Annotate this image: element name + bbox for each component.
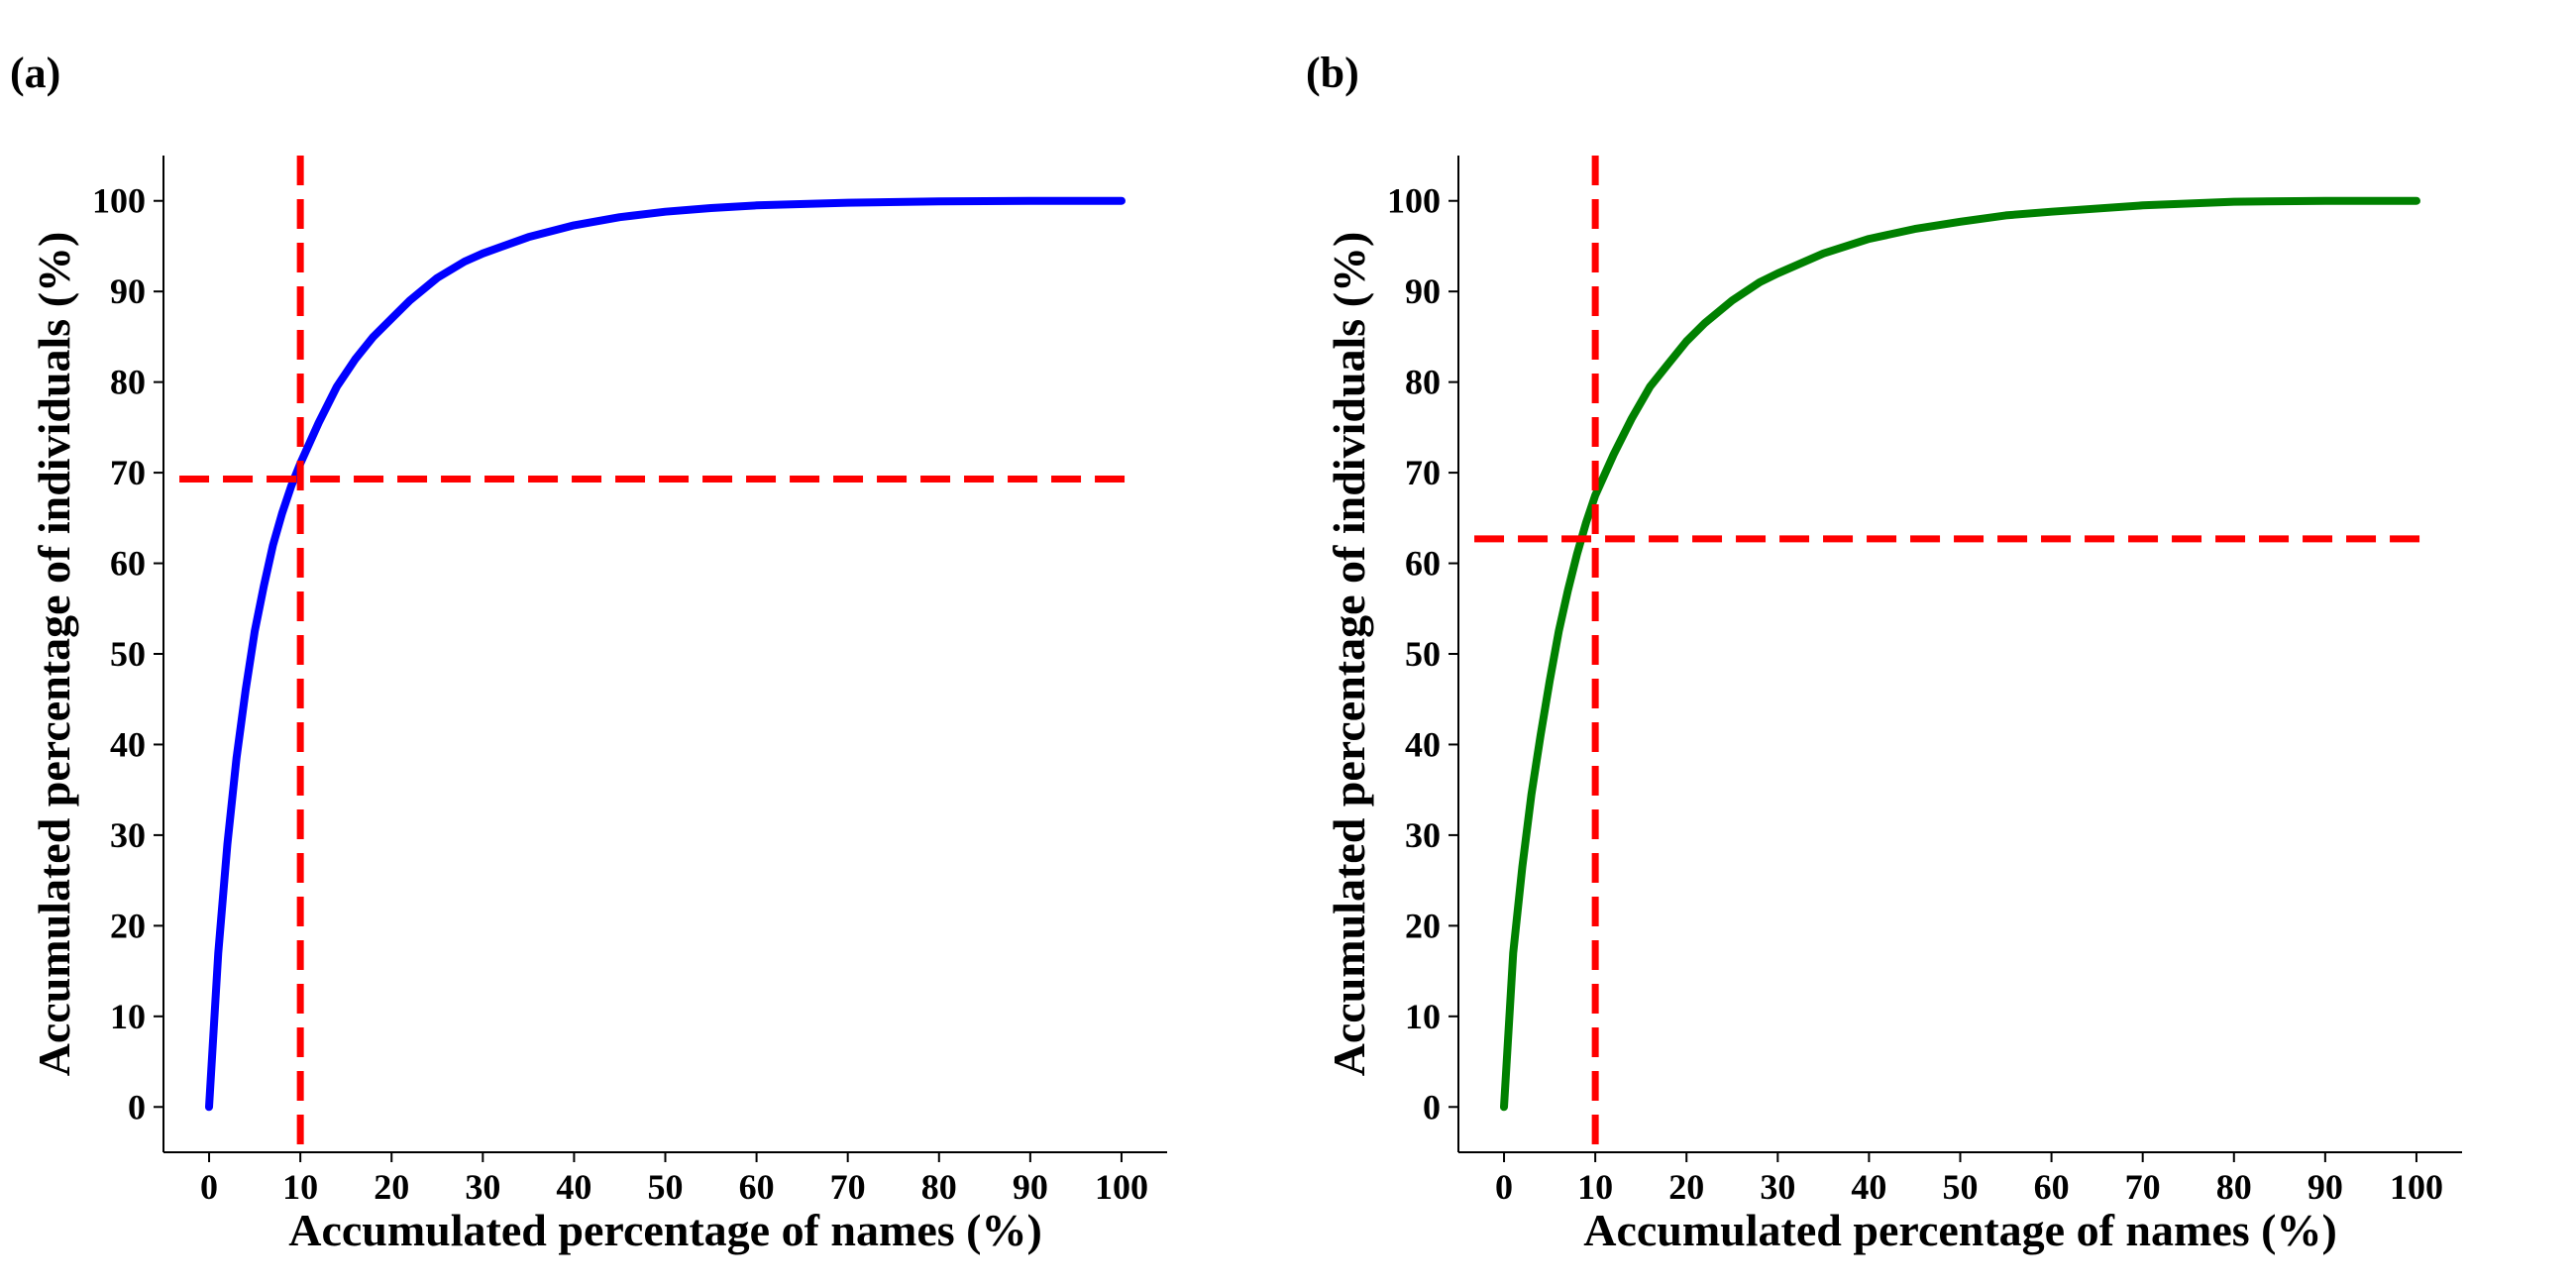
y-tick-label: 20 — [110, 906, 146, 945]
x-tick-label: 30 — [465, 1167, 500, 1207]
x-tick-label: 60 — [739, 1167, 775, 1207]
x-tick-label: 50 — [648, 1167, 684, 1207]
y-tick-label: 60 — [1405, 544, 1441, 584]
y-tick-label: 80 — [110, 363, 146, 402]
y-axis-label: Accumulated percentage of individuals (%… — [1324, 232, 1374, 1077]
x-tick-label: 80 — [2216, 1167, 2252, 1207]
y-tick-label: 0 — [128, 1087, 146, 1127]
chart-panel-a: (a) 0 10 20 30 40 50 60 70 80 90 100 0 10 20 30 40 50 60 70… — [10, 49, 1167, 1255]
y-tick-label: 100 — [92, 181, 146, 221]
x-tick-label: 20 — [374, 1167, 409, 1207]
x-tick-label: 50 — [1943, 1167, 1979, 1207]
y-tick-label: 10 — [110, 997, 146, 1036]
x-axis-label: Accumulated percentage of names (%) — [1583, 1205, 2337, 1255]
y-tick-label: 60 — [110, 544, 146, 584]
series-line — [1500, 196, 2420, 1112]
y-tick-label: 50 — [1405, 634, 1441, 674]
x-tick-label: 70 — [2125, 1167, 2161, 1207]
y-tick-label: 80 — [1405, 363, 1441, 402]
y-tick-label: 90 — [1405, 271, 1441, 311]
y-tick-label: 20 — [1405, 906, 1441, 945]
x-tick-label: 100 — [2390, 1167, 2443, 1207]
y-tick-label: 10 — [1405, 997, 1441, 1036]
x-tick-label: 0 — [1495, 1167, 1513, 1207]
x-tick-label: 10 — [1577, 1167, 1613, 1207]
y-tick-label: 30 — [1405, 815, 1441, 855]
panel-label: (a) — [10, 49, 60, 97]
y-tick-label: 90 — [110, 271, 146, 311]
chart-panel-b: (b) 0 10 20 30 40 50 60 70 80 90 100 0 10 20 30 40 50 60 70… — [1306, 49, 2462, 1255]
series-line — [205, 196, 1126, 1112]
x-tick-label: 40 — [1851, 1167, 1886, 1207]
x-axis-label: Accumulated percentage of names (%) — [288, 1205, 1042, 1255]
panel-label: (b) — [1306, 49, 1359, 97]
x-tick-label: 0 — [200, 1167, 218, 1207]
y-tick-label: 70 — [1405, 453, 1441, 492]
y-tick-label: 40 — [110, 724, 146, 764]
x-tick-label: 70 — [830, 1167, 866, 1207]
x-tick-label: 40 — [556, 1167, 591, 1207]
y-tick-label: 70 — [110, 453, 146, 492]
x-tick-label: 90 — [2308, 1167, 2343, 1207]
y-tick-label: 50 — [110, 634, 146, 674]
x-tick-label: 60 — [2034, 1167, 2070, 1207]
x-tick-label: 100 — [1095, 1167, 1148, 1207]
x-tick-label: 20 — [1668, 1167, 1704, 1207]
x-tick-label: 10 — [282, 1167, 318, 1207]
x-tick-label: 30 — [1760, 1167, 1795, 1207]
y-tick-label: 100 — [1387, 181, 1441, 221]
x-tick-label: 80 — [921, 1167, 957, 1207]
y-tick-label: 40 — [1405, 724, 1441, 764]
x-tick-label: 90 — [1013, 1167, 1048, 1207]
y-axis-label: Accumulated percentage of individuals (%… — [29, 232, 79, 1077]
y-tick-label: 30 — [110, 815, 146, 855]
y-tick-label: 0 — [1423, 1087, 1441, 1127]
